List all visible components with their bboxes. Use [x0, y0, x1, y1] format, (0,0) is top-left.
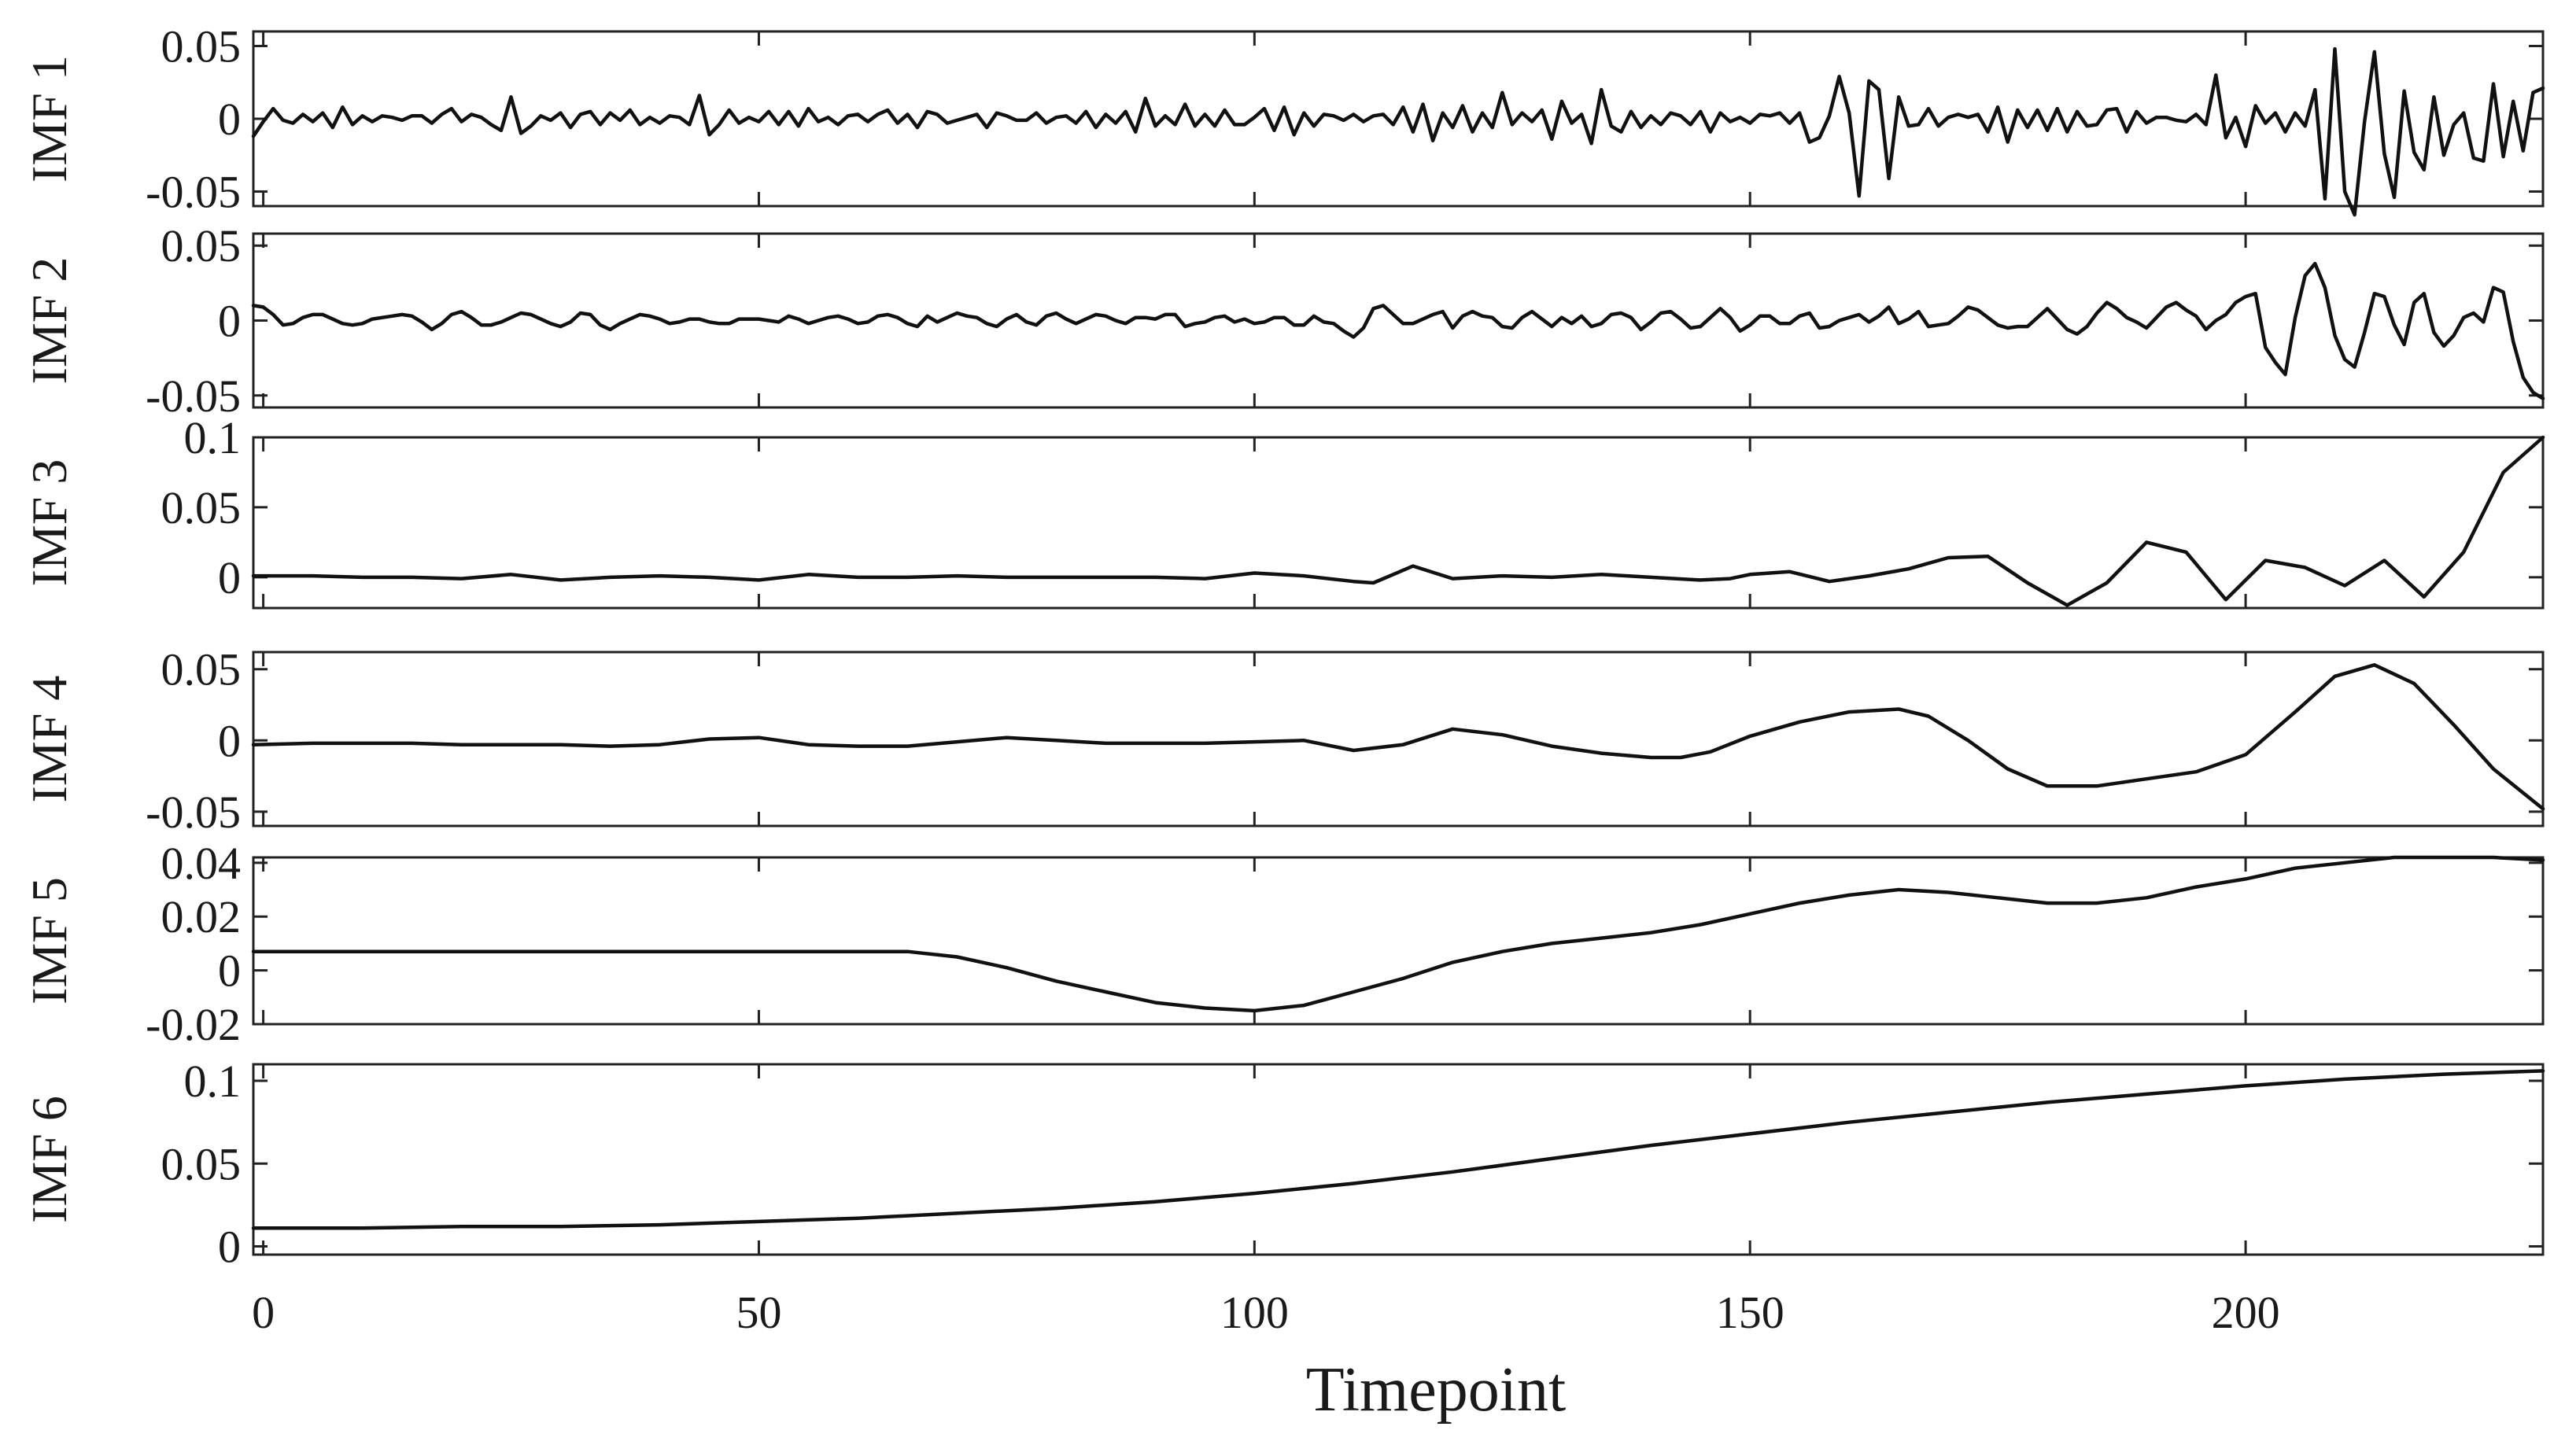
y-tick-label: 0 — [218, 552, 241, 603]
panel-imf-6: 0 0.05 0.1 IMF 6 — [21, 1056, 2545, 1272]
y-tick-label: -0.05 — [146, 167, 241, 218]
y-tick-label: 0 — [218, 94, 241, 145]
panel-imf-3: 0 0.05 0.1 IMF 3 — [21, 412, 2545, 610]
series-line-imf-3 — [251, 435, 2545, 607]
x-axis-label: Timepoint — [1306, 1355, 1566, 1425]
panel-frame — [252, 436, 2545, 610]
x-tick-label: 150 — [1716, 1287, 1784, 1338]
series-line-imf-1 — [251, 46, 2545, 217]
y-tick-label: 0.05 — [161, 21, 242, 72]
x-tick-label: 0 — [252, 1287, 275, 1338]
y-tick-label: 0.02 — [161, 891, 242, 942]
series-line-imf-2 — [251, 261, 2545, 400]
panel-frame — [252, 856, 2545, 1026]
x-axis: 0 50 100 150 200 — [252, 1287, 2279, 1338]
y-tick-label: 0.05 — [161, 644, 242, 695]
y-tick-label: 0 — [218, 945, 241, 997]
panel-frame — [252, 651, 2545, 828]
y-axis-label: IMF 5 — [21, 877, 77, 1004]
panels-layer: -0.05 0 0.05 IMF 1 -0.05 0 0.05 IMF 2 0 0.05 0.1 IM… — [21, 21, 2545, 1272]
y-axis-label: IMF 2 — [21, 257, 77, 385]
series-line-imf-5 — [251, 855, 2545, 1013]
panel-imf-4: -0.05 0 0.05 IMF 4 — [21, 644, 2545, 838]
panel-frame — [252, 1063, 2545, 1256]
y-tick-label: 0.1 — [184, 412, 242, 463]
y-tick-label: 0.04 — [161, 838, 242, 889]
panel-imf-1: -0.05 0 0.05 IMF 1 — [21, 21, 2545, 218]
panel-imf-2: -0.05 0 0.05 IMF 2 — [21, 220, 2545, 422]
x-tick-label: 200 — [2212, 1287, 2280, 1338]
x-tick-label: 50 — [736, 1287, 781, 1338]
y-tick-label: -0.05 — [146, 370, 241, 422]
x-tick-label: 100 — [1220, 1287, 1289, 1338]
y-tick-label: 0 — [218, 715, 241, 766]
series-line-imf-6 — [251, 1069, 2545, 1230]
y-tick-label: -0.02 — [146, 999, 241, 1050]
y-tick-label: -0.05 — [146, 787, 241, 838]
y-tick-label: 0.05 — [161, 482, 242, 533]
y-tick-label: 0.1 — [184, 1056, 242, 1107]
y-axis-label: IMF 1 — [21, 55, 77, 182]
series-line-imf-4 — [251, 663, 2545, 811]
y-tick-label: 0.05 — [161, 220, 242, 271]
y-tick-label: 0 — [218, 1221, 241, 1272]
y-axis-label: IMF 3 — [21, 459, 77, 587]
y-tick-label: 0 — [218, 296, 241, 347]
y-axis-label: IMF 6 — [21, 1096, 77, 1223]
y-tick-label: 0.05 — [161, 1138, 242, 1189]
y-axis-label: IMF 4 — [21, 676, 77, 803]
